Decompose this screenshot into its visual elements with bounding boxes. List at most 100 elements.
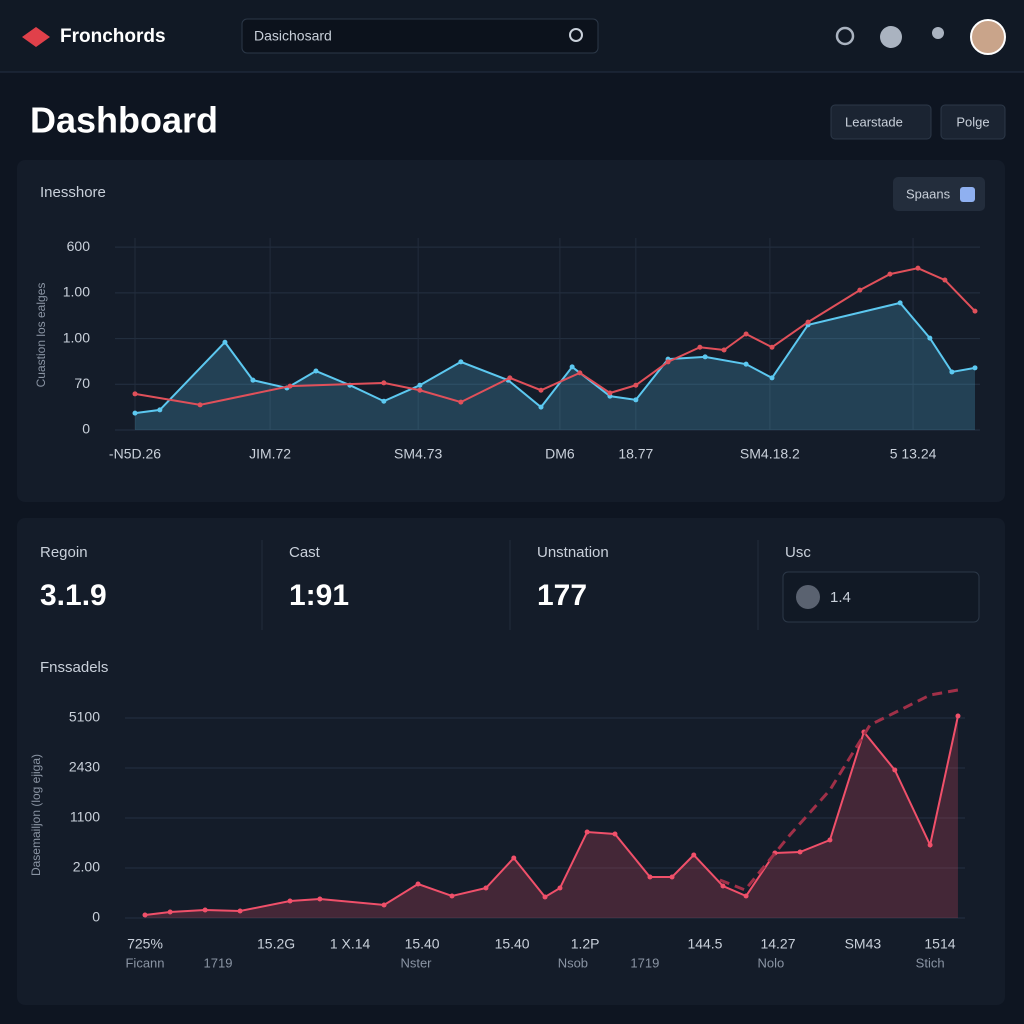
point — [927, 335, 933, 341]
point — [250, 377, 256, 383]
y-tick-label: 2430 — [69, 759, 100, 775]
y-tick-label: 70 — [74, 375, 90, 391]
user-button[interactable] — [932, 27, 944, 39]
y-axis-label: Dasemailjon (log ejiga) — [29, 754, 43, 876]
stats-panel — [17, 518, 1005, 1005]
point — [949, 369, 955, 375]
search-button[interactable] — [835, 26, 855, 46]
logo — [22, 27, 50, 47]
help-button[interactable] — [880, 26, 902, 48]
point — [542, 894, 548, 900]
button[interactable] — [940, 104, 1006, 140]
line — [134, 301, 976, 415]
point — [927, 842, 933, 848]
search-icon[interactable] — [569, 28, 583, 42]
point — [458, 359, 464, 365]
stat-value: 3.1.9 — [40, 579, 107, 612]
point — [797, 849, 803, 855]
point — [697, 344, 703, 350]
toggle-label: Spaans — [906, 186, 951, 201]
toggle[interactable] — [893, 177, 985, 211]
point — [237, 908, 243, 914]
x-sublabel: Nolo — [757, 955, 784, 970]
point — [381, 902, 387, 908]
point — [569, 364, 575, 370]
point — [942, 277, 948, 283]
x-tick-label: SM4.73 — [394, 446, 442, 462]
point — [577, 370, 583, 376]
x-tick-label: SM43 — [845, 936, 882, 952]
stat-box — [782, 571, 980, 623]
point — [857, 287, 863, 293]
x-tick-label: 1 X.14 — [330, 936, 371, 952]
point — [769, 344, 775, 350]
point — [721, 347, 727, 353]
stat-value: 1:91 — [289, 579, 349, 612]
point — [415, 881, 421, 887]
y-tick-label: 600 — [67, 238, 91, 254]
point — [584, 829, 590, 835]
point — [449, 893, 455, 899]
x-tick-label: 725% — [127, 936, 163, 952]
y-tick-label: 2.00 — [73, 859, 100, 875]
x-tick-label: SM4.18.2 — [740, 446, 800, 462]
line — [134, 267, 976, 406]
point — [647, 874, 653, 880]
point — [287, 383, 293, 389]
stat-label: Cast — [289, 544, 321, 561]
point — [743, 893, 749, 899]
x-tick-label: 15.40 — [495, 936, 530, 952]
point — [607, 390, 613, 396]
point — [132, 391, 138, 397]
point — [743, 361, 749, 367]
point — [892, 767, 898, 773]
x-tick-label: -N5D.26 — [109, 446, 161, 462]
point — [538, 387, 544, 393]
y-tick-label: 1.00 — [63, 284, 90, 300]
x-sublabel: Nster — [400, 955, 432, 970]
point — [381, 380, 387, 386]
stat-label: Usc — [785, 544, 811, 561]
y-tick-label: 5100 — [69, 709, 100, 725]
button-label: Polge — [956, 114, 989, 129]
point — [702, 354, 708, 360]
x-tick-label: 15.40 — [405, 936, 440, 952]
stat-icon — [796, 585, 820, 609]
point — [483, 885, 489, 891]
point — [142, 912, 148, 918]
point — [720, 883, 726, 889]
point — [287, 898, 293, 904]
x-tick-label: 15.2G — [257, 936, 295, 952]
x-sublabel: Ficann — [125, 955, 164, 970]
y-tick-label: 1.00 — [63, 329, 90, 345]
point — [612, 831, 618, 837]
dropdown-button[interactable] — [830, 104, 932, 140]
checkbox[interactable] — [960, 187, 975, 202]
point — [691, 852, 697, 858]
search-box[interactable] — [241, 18, 599, 54]
button-label: Learstade — [845, 114, 903, 129]
point — [132, 410, 138, 416]
chart-title: Fnssadels — [40, 659, 108, 676]
page-title: Dashboard — [30, 100, 218, 141]
brand: Fronchords — [60, 26, 166, 47]
point — [313, 368, 319, 374]
point — [972, 365, 978, 371]
x-tick-label: JIM.72 — [249, 446, 291, 462]
y-tick-label: 1100 — [70, 809, 100, 825]
x-tick-label: DM6 — [545, 446, 575, 462]
area — [135, 302, 975, 430]
x-tick-label: 1514 — [924, 936, 955, 952]
point — [157, 407, 163, 413]
avatar[interactable] — [970, 19, 1006, 55]
search-text: Dasichosard — [254, 28, 332, 44]
point — [633, 382, 639, 388]
point — [417, 382, 423, 388]
point — [458, 399, 464, 405]
point — [511, 855, 517, 861]
x-sublabel: 1719 — [204, 955, 233, 970]
point — [633, 397, 639, 403]
x-sublabel: Stich — [916, 955, 945, 970]
